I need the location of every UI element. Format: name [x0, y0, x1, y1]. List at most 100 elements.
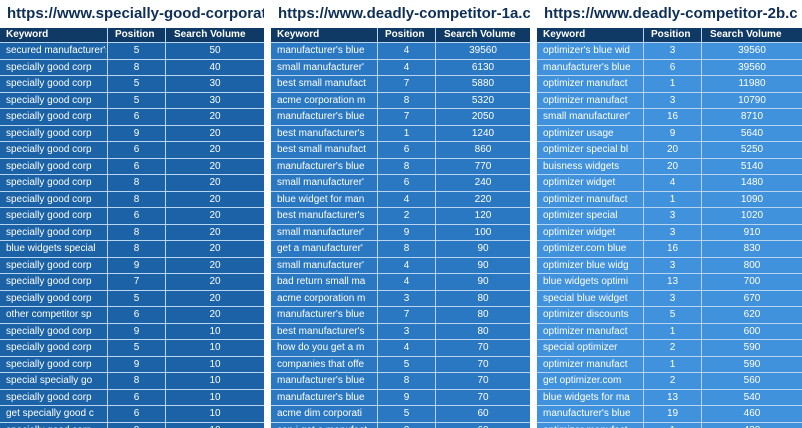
search-volume-cell: 860 — [474, 144, 492, 155]
table-row: specially good corp 6 10 — [0, 390, 264, 406]
position-cell: 6 — [133, 160, 140, 172]
search-volume-cell: 10 — [209, 325, 221, 337]
position-cell: 8 — [133, 61, 140, 73]
keyword-cell: manufacturer's blue — [543, 61, 631, 73]
table-row: acme corporation m 3 80 — [271, 291, 530, 307]
search-volume-cell: 670 — [743, 292, 761, 304]
position-cell: 7 — [403, 309, 410, 320]
table-row: specially good corp 7 20 — [0, 274, 264, 291]
search-volume-cell: 770 — [474, 160, 492, 172]
search-volume-cell: 5880 — [471, 78, 495, 89]
keyword-cell: small manufacturer' — [277, 259, 364, 271]
position-cell: 3 — [669, 210, 676, 221]
keyword-cell: special blue widget — [543, 292, 628, 304]
search-volume-cell: 5320 — [471, 94, 495, 106]
search-volume-cell: 90 — [477, 276, 489, 287]
position-cell: 6 — [133, 111, 140, 122]
search-volume-cell: 90 — [477, 259, 489, 271]
search-volume-cell: 560 — [743, 375, 761, 386]
search-volume-cell: 620 — [743, 309, 761, 320]
table-row: bad return small ma 4 90 — [271, 274, 530, 291]
search-volume-cell: 40 — [209, 61, 221, 73]
keyword-cell: optimizer manufact — [543, 193, 628, 205]
table-row: optimizer special 3 1020 — [537, 208, 802, 225]
table-row: blue widgets special 8 20 — [0, 241, 264, 258]
table-row: specially good corp 6 20 — [0, 142, 264, 159]
position-cell: 6 — [133, 309, 140, 320]
keyword-table-body: manufacturer's blue 4 39560 small manufactu… — [271, 43, 530, 428]
competitor-panel-1: https://www.specially-good-corporat Keyw… — [0, 0, 264, 428]
position-cell: 6 — [133, 144, 140, 155]
keyword-cell: manufacturer's blue — [277, 309, 365, 320]
table-row: best manufacturer's 2 120 — [271, 208, 530, 225]
position-cell: 5 — [669, 309, 676, 320]
search-volume-cell: 20 — [209, 193, 221, 205]
position-cell: 9 — [669, 127, 676, 139]
position-cell: 8 — [133, 226, 140, 238]
search-volume-cell: 90 — [477, 243, 489, 254]
table-row: manufacturer's blue 8 70 — [271, 373, 530, 390]
column-divider — [107, 28, 108, 428]
search-volume-cell: 1090 — [740, 193, 764, 205]
keyword-cell: get specially good c — [6, 408, 94, 419]
table-row: small manufacturer' 4 6130 — [271, 60, 530, 76]
keyword-cell: manufacturer's blue — [277, 160, 365, 172]
search-volume-cell: 800 — [743, 259, 761, 271]
keyword-cell: other competitor sp — [6, 309, 92, 320]
search-volume-cell: 70 — [477, 358, 489, 370]
search-volume-cell: 1020 — [740, 210, 764, 221]
column-divider — [701, 28, 702, 428]
keyword-cell: specially good corp — [6, 325, 92, 337]
keyword-cell: best manufacturer's — [277, 127, 365, 139]
position-cell: 20 — [666, 160, 679, 172]
column-divider — [377, 28, 378, 428]
search-volume-cell: 70 — [477, 391, 489, 403]
keyword-cell: acme corporation m — [277, 292, 366, 304]
position-cell: 5 — [133, 45, 140, 56]
table-row: manufacturer's blue 7 2050 — [271, 109, 530, 126]
search-volume-cell: 39560 — [469, 45, 497, 56]
position-cell: 8 — [133, 177, 140, 188]
position-cell: 5 — [403, 408, 410, 419]
search-volume-cell: 10 — [209, 375, 221, 386]
keyword-column-header: Keyword — [277, 29, 320, 40]
search-volume-cell: 430 — [702, 423, 802, 428]
keyword-cell: buisness widgets — [543, 160, 620, 172]
keyword-cell: optimizer widget — [543, 226, 616, 238]
search-volume-cell: 20 — [209, 160, 221, 172]
search-volume-cell: 20 — [209, 276, 221, 287]
keyword-cell: optimizer special — [543, 210, 618, 221]
position-cell: 6 — [403, 144, 410, 155]
position-cell: 16 — [666, 111, 679, 122]
position-cell: 19 — [666, 408, 679, 419]
table-row: specially good corp 6 20 — [0, 109, 264, 126]
keyword-cell: optimizer usage — [543, 127, 614, 139]
position-cell: 2 — [669, 342, 676, 353]
search-volume-cell: 70 — [477, 342, 489, 353]
table-row: specially good corp 9 10 — [0, 357, 264, 373]
table-row: optimizer widget 4 1480 — [537, 175, 802, 192]
search-volume-cell: 1240 — [471, 127, 495, 139]
position-cell: 1 — [669, 325, 676, 337]
position-cell: 3 — [403, 292, 410, 304]
search-volume-cell: 20 — [209, 292, 221, 304]
position-cell: 4 — [403, 276, 410, 287]
keyword-cell: optimizer manufact — [543, 94, 628, 106]
position-cell: 7 — [403, 78, 410, 89]
keyword-cell: best small manufact — [277, 78, 366, 89]
position-cell: 8 — [133, 243, 140, 254]
position-cell: 8 — [403, 160, 410, 172]
search-volume-cell: 120 — [474, 210, 492, 221]
table-row: optimizer manufact 1 600 — [537, 324, 802, 340]
search-volume-cell: 50 — [209, 45, 221, 56]
search-volume-cell: 6130 — [471, 61, 495, 73]
competitor-panel-2: https://www.deadly-competitor-1a.c Keywo… — [271, 0, 530, 428]
keyword-cell: specially good corp — [6, 94, 92, 106]
position-cell: 6 — [403, 177, 410, 188]
table-row: specially good corp810 — [0, 423, 264, 428]
keyword-cell: optimizer special bl — [543, 144, 629, 155]
table-row: secured manufacturer's 5 50 — [0, 43, 264, 60]
position-cell: 3 — [403, 325, 410, 337]
keyword-cell: small manufacturer' — [543, 111, 630, 122]
keyword-cell: manufacturer's blue — [277, 375, 365, 386]
